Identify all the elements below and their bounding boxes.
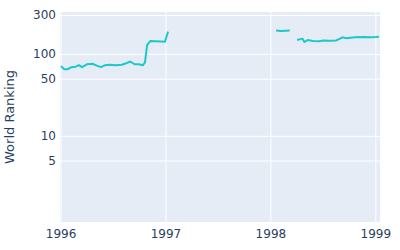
y-tick-label: 100 — [33, 47, 56, 61]
chart: 5 10 50 100 300 1996 1997 1998 1999 World Ranking — [0, 0, 400, 250]
y-tick-label: 10 — [41, 129, 56, 143]
x-tick-label: 1999 — [361, 227, 392, 241]
grid-line — [375, 12, 376, 222]
y-axis-label: World Ranking — [2, 70, 17, 164]
grid-line — [270, 12, 271, 222]
grid-line — [60, 54, 380, 55]
grid-line — [165, 12, 166, 222]
grid-line — [60, 161, 380, 162]
grid-line — [60, 136, 380, 137]
y-tick-label: 300 — [33, 8, 56, 22]
y-tick-label: 5 — [48, 154, 56, 168]
grid-line — [60, 15, 380, 16]
plot-area — [60, 12, 380, 222]
grid-line — [61, 12, 62, 222]
y-tick-label: 50 — [41, 72, 56, 86]
x-tick-label: 1996 — [46, 227, 77, 241]
x-tick-label: 1998 — [256, 227, 287, 241]
series-group — [61, 31, 379, 70]
x-tick-label: 1997 — [151, 227, 182, 241]
series-line — [61, 31, 379, 70]
grid-line — [60, 79, 380, 80]
